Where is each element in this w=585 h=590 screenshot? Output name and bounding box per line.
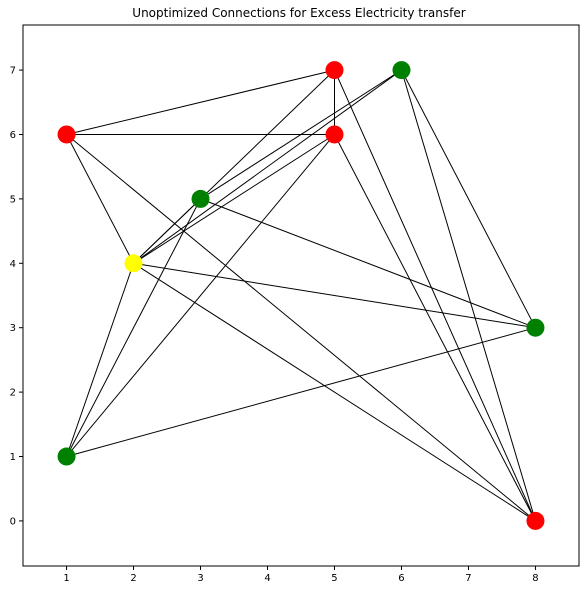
node-point-8 bbox=[57, 447, 76, 466]
connection-edge-10 bbox=[334, 134, 536, 522]
y-axis-ticks: 0 1 2 3 4 5 6 7 bbox=[10, 66, 23, 527]
y-tick-label: 0 bbox=[10, 516, 16, 527]
connection-edge-20 bbox=[133, 262, 536, 522]
x-tick-label: 2 bbox=[130, 573, 136, 584]
x-axis-ticks: 1 2 3 4 5 6 7 8 bbox=[63, 566, 539, 584]
x-tick-label: 8 bbox=[532, 573, 538, 584]
node-point-9 bbox=[124, 254, 143, 273]
connection-edge-1 bbox=[66, 69, 335, 135]
connection-edge-8 bbox=[133, 134, 335, 264]
connection-edge-3 bbox=[66, 134, 134, 264]
connection-edge-21 bbox=[66, 327, 536, 457]
x-tick-label: 5 bbox=[331, 573, 337, 584]
y-tick-label: 5 bbox=[10, 194, 16, 205]
connection-edge-16 bbox=[200, 198, 536, 329]
x-tick-label: 3 bbox=[197, 573, 203, 584]
connection-edge-14 bbox=[401, 69, 536, 522]
x-tick-label: 1 bbox=[63, 573, 69, 584]
connection-edge-17 bbox=[66, 198, 201, 457]
connection-edge-13 bbox=[401, 69, 536, 328]
node-point-3 bbox=[325, 125, 344, 144]
x-tick-label: 6 bbox=[398, 573, 404, 584]
node-point-5 bbox=[392, 61, 411, 80]
connection-edge-19 bbox=[66, 263, 135, 457]
connection-edge-9 bbox=[66, 134, 335, 457]
chart-title: Unoptimized Connections for Excess Elect… bbox=[132, 6, 465, 20]
connection-edge-4 bbox=[66, 134, 536, 522]
nodes-layer bbox=[57, 61, 545, 530]
y-tick-label: 2 bbox=[10, 388, 16, 399]
connection-edge-11 bbox=[133, 69, 402, 264]
connection-edge-15 bbox=[133, 198, 201, 264]
edges-layer bbox=[66, 69, 536, 522]
y-tick-label: 1 bbox=[10, 452, 16, 463]
y-tick-label: 3 bbox=[10, 323, 16, 334]
y-tick-label: 6 bbox=[10, 130, 16, 141]
connection-edge-12 bbox=[200, 69, 402, 200]
node-point-4 bbox=[526, 511, 545, 530]
node-point-1 bbox=[57, 125, 76, 144]
x-tick-label: 7 bbox=[465, 573, 471, 584]
connection-edge-18 bbox=[133, 262, 536, 329]
y-tick-label: 4 bbox=[10, 259, 16, 270]
plot-frame bbox=[22, 24, 580, 567]
connection-edge-7 bbox=[334, 69, 536, 522]
node-point-2 bbox=[325, 61, 344, 80]
y-tick-label: 7 bbox=[10, 66, 16, 77]
node-point-6 bbox=[191, 189, 210, 208]
x-tick-label: 4 bbox=[264, 573, 270, 584]
node-point-7 bbox=[526, 318, 545, 337]
